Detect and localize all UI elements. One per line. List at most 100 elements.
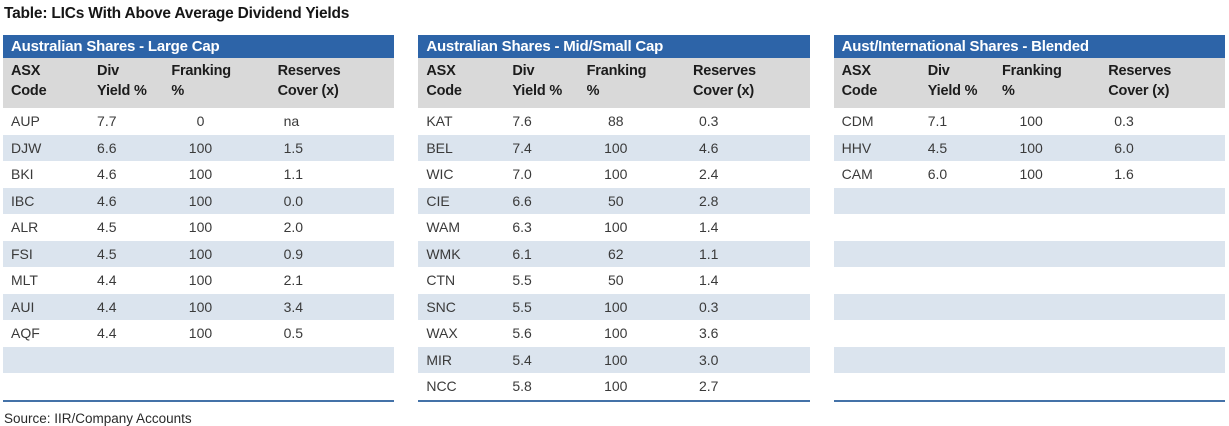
column-header-line: Reserves	[1108, 63, 1172, 79]
page-title: Table: LICs With Above Average Dividend …	[4, 5, 350, 22]
table-row: SNC 5.5 100 0.3	[418, 293, 810, 320]
empty-filler-row	[834, 320, 1225, 347]
cell-asx-code	[834, 214, 922, 241]
cell-div-yield: 7.1	[927, 113, 948, 130]
cell-franking: 100	[188, 245, 213, 262]
table-row: DJW 6.6 100 1.5	[3, 134, 395, 161]
empty-filler-row	[3, 346, 395, 373]
cell-reserves	[1076, 294, 1225, 321]
cell-asx-code: CTN	[426, 272, 456, 289]
cell-asx-code: CIE	[426, 192, 450, 209]
table-row: WMK 6.1 62 1.1	[418, 240, 810, 267]
cell-franking: 88	[608, 113, 624, 130]
cell-franking	[1000, 294, 1076, 321]
table-row: AQF 4.4 100 0.5	[3, 320, 394, 347]
cell-div-yield: 5.4	[512, 351, 532, 368]
column-header-asx-code: ASX Code	[3, 58, 92, 108]
cell-div-yield: 5.6	[512, 325, 532, 342]
cell-franking	[1000, 320, 1076, 347]
empty-filler-row	[3, 373, 394, 401]
column-header-reserves-cover: Reserves Cover (x)	[660, 58, 810, 108]
cell-franking: 100	[188, 272, 213, 289]
cell-franking: 100	[1019, 139, 1043, 156]
cell-franking: 100	[604, 219, 628, 236]
cell-asx-code: MLT	[11, 272, 38, 289]
column-header-franking: Franking %	[584, 58, 661, 108]
section-header-large-cap: Australian Shares - Large Cap	[3, 35, 395, 58]
cell-asx-code	[834, 267, 922, 294]
column-header-franking: Franking %	[999, 58, 1077, 108]
table-body-large-cap: AUP 7.7 0 na DJW 6.6 100 1.5 BKI 4.6 100 1.1 IBC 4.6 1…	[3, 108, 395, 401]
cell-reserves: 0.0	[283, 192, 304, 209]
table-row: MIR 5.4 100 3.0	[418, 346, 810, 373]
cell-asx-code	[834, 320, 922, 347]
cell-asx-code: NCC	[426, 378, 457, 395]
column-header-line: ASX	[841, 63, 871, 79]
cell-div-yield: 6.0	[927, 166, 948, 183]
table-row: KAT 7.6 88 0.3	[418, 108, 809, 135]
cell-franking: 100	[188, 298, 213, 315]
column-header-line: Yield %	[927, 83, 978, 99]
column-header-line: Code	[11, 83, 47, 99]
data-table: ASX Code Div Yield % Franking % Reserv	[3, 58, 395, 402]
cell-franking: 100	[604, 298, 628, 315]
cell-franking: 100	[1019, 113, 1043, 130]
column-header-reserves-cover: Reserves Cover (x)	[245, 58, 395, 108]
cell-reserves: 1.4	[698, 219, 719, 236]
cell-asx-code: WIC	[426, 166, 454, 183]
column-header-line: Div	[512, 63, 535, 79]
cell-asx-code: SNC	[426, 298, 456, 315]
cell-franking	[169, 373, 245, 401]
cell-reserves: 0.3	[1114, 113, 1134, 130]
cell-div-yield: 4.5	[927, 139, 948, 156]
cell-div-yield: 6.3	[512, 219, 532, 236]
empty-filler-row	[833, 293, 1225, 321]
cell-reserves	[246, 373, 395, 401]
cell-reserves: 3.4	[283, 298, 304, 315]
empty-filler-row	[834, 214, 1225, 241]
cell-reserves: 3.0	[698, 351, 719, 368]
cell-franking	[1000, 347, 1076, 374]
cell-div-yield: 7.6	[512, 113, 532, 130]
column-header-line: %	[171, 83, 185, 99]
cell-franking	[1000, 267, 1076, 294]
column-header-line: Code	[841, 83, 878, 99]
cell-asx-code: AUI	[11, 298, 35, 315]
table-row: AUI 4.4 100 3.4	[3, 293, 395, 320]
column-header-line: Reserves	[692, 63, 756, 79]
cell-asx-code: ALR	[11, 219, 39, 236]
table-row: HHV 4.5 100 6.0	[833, 134, 1225, 161]
cell-div-yield: 5.5	[512, 298, 532, 315]
cell-asx-code: WAM	[426, 219, 461, 236]
cell-div-yield: 6.6	[97, 139, 117, 156]
column-header-div-yield: Div Yield %	[921, 58, 1000, 108]
cell-franking	[1000, 188, 1076, 215]
cell-asx-code: AQF	[11, 325, 40, 342]
cell-asx-code: DJW	[11, 139, 42, 156]
column-header-asx-code: ASX Code	[833, 58, 922, 108]
cell-asx-code: BEL	[426, 139, 453, 156]
empty-filler-row	[834, 373, 1225, 401]
cell-reserves	[1076, 188, 1225, 215]
cell-reserves: 0.3	[698, 113, 719, 130]
cell-franking: 0	[196, 113, 205, 130]
empty-filler-row	[833, 187, 1225, 215]
empty-filler-row	[833, 346, 1225, 374]
cell-div-yield: 4.4	[97, 272, 117, 289]
cell-div-yield: 6.1	[512, 245, 532, 262]
column-header-reserves-cover: Reserves Cover (x)	[1076, 58, 1225, 108]
cell-asx-code: FSI	[11, 245, 33, 262]
column-header-line: Div	[927, 63, 950, 79]
cell-div-yield: 4.6	[97, 166, 117, 183]
cell-div-yield: 4.4	[97, 325, 117, 342]
cell-reserves: 2.4	[698, 166, 719, 183]
cell-asx-code	[834, 373, 922, 401]
cell-asx-code	[834, 347, 922, 374]
cell-asx-code: BKI	[11, 166, 34, 183]
table-row: WAX 5.6 100 3.6	[418, 320, 809, 347]
cell-asx-code: MIR	[426, 351, 452, 368]
column-header-line: Yield %	[512, 83, 563, 99]
cell-div-yield: 7.4	[512, 139, 532, 156]
cell-div-yield	[91, 373, 169, 401]
